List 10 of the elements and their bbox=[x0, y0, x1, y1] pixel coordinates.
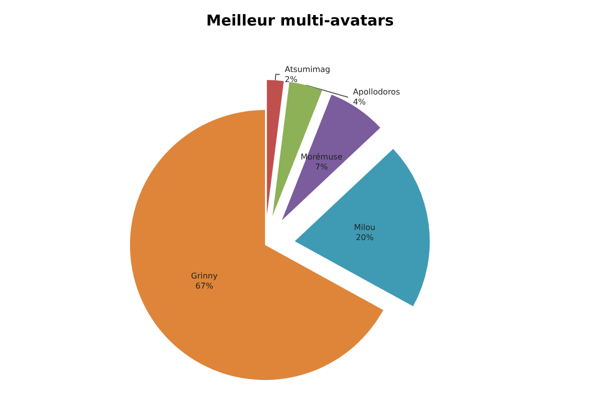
chart-title: Meilleur multi-avatars bbox=[206, 12, 394, 30]
data-label: 7% bbox=[315, 162, 328, 172]
slice-label: Apollodoros bbox=[353, 88, 400, 97]
data-label: 67% bbox=[195, 281, 214, 290]
slice-label: Atsumimag bbox=[284, 64, 330, 74]
data-label: 2% bbox=[284, 74, 298, 84]
slice-label: Grinny bbox=[191, 271, 218, 280]
data-label: 20% bbox=[356, 232, 374, 242]
data-label: 4% bbox=[353, 98, 366, 107]
slice-label: Milou bbox=[354, 222, 376, 232]
